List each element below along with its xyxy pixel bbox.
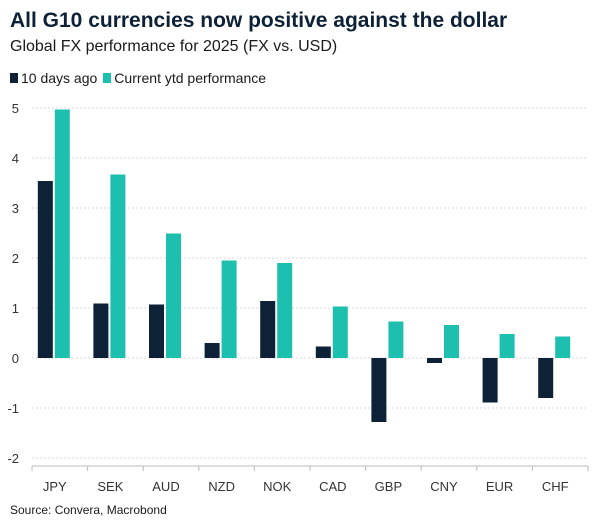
legend-label: 10 days ago [21, 70, 98, 86]
bar-10-days-ago-chf [538, 358, 554, 398]
bars [37, 109, 571, 422]
chart-source: Source: Convera, Macrobond [10, 503, 167, 517]
bar-current-ytd-eur [499, 334, 515, 358]
bar-current-ytd-aud [166, 233, 181, 358]
y-tick-label: -1 [7, 401, 19, 416]
bar-current-ytd-cny [444, 325, 459, 358]
x-tick-label: CAD [319, 479, 346, 494]
x-tick-label: AUD [152, 479, 179, 494]
y-tick-label: 2 [12, 251, 19, 266]
bar-current-ytd-nzd [221, 260, 237, 358]
x-tick-label: NOK [263, 479, 292, 494]
y-tick-label: 0 [12, 351, 19, 366]
legend-swatch-dark [10, 73, 18, 83]
legend: 10 days ago Current ytd performance [10, 70, 266, 86]
y-tick-label: 1 [12, 301, 19, 316]
bar-10-days-ago-cad [315, 346, 331, 358]
x-tick-label: CHF [542, 479, 569, 494]
bar-10-days-ago-gbp [371, 358, 387, 422]
bar-10-days-ago-sek [93, 303, 109, 358]
x-axis-labels: JPY SEK AUD NZD NOK CAD GBP CNY EUR CHF [43, 479, 569, 494]
bar-10-days-ago-nzd [204, 343, 220, 358]
bar-10-days-ago-aud [149, 304, 164, 358]
x-tick-label: SEK [97, 479, 123, 494]
y-tick-label: 3 [12, 201, 19, 216]
bar-10-days-ago-eur [482, 358, 498, 403]
bar-10-days-ago-nok [260, 301, 276, 358]
bar-current-ytd-cad [332, 306, 348, 358]
y-tick-label: 4 [12, 151, 19, 166]
bar-current-ytd-sek [110, 174, 126, 358]
x-axis [31, 465, 589, 471]
chart-subtitle: Global FX performance for 2025 (FX vs. U… [10, 38, 338, 55]
bar-current-ytd-nok [277, 263, 293, 358]
legend-label: Current ytd performance [114, 70, 267, 86]
x-tick-label: JPY [43, 479, 67, 494]
x-tick-label: EUR [486, 479, 513, 494]
legend-swatch-teal [103, 73, 112, 83]
y-tick-label: 5 [12, 101, 19, 116]
x-tick-label: NZD [208, 479, 235, 494]
y-axis: 5 4 3 2 1 0 -1 -2 [7, 101, 19, 466]
legend-item-10-days-ago: 10 days ago [10, 70, 97, 86]
x-tick-label: GBP [375, 479, 402, 494]
bar-current-ytd-gbp [388, 321, 404, 358]
chart-title: All G10 currencies now positive against … [10, 9, 508, 32]
bar-10-days-ago-jpy [37, 181, 53, 358]
legend-item-current-ytd: Current ytd performance [103, 70, 266, 86]
bar-10-days-ago-cny [427, 358, 442, 363]
bar-current-ytd-chf [555, 336, 571, 358]
y-tick-label: -2 [7, 451, 19, 466]
bar-current-ytd-jpy [54, 109, 70, 358]
x-tick-label: CNY [430, 479, 458, 494]
